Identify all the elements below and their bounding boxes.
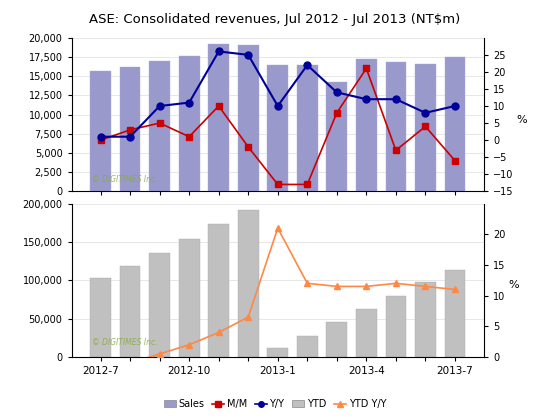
- Bar: [208, 44, 229, 191]
- Bar: [444, 270, 465, 357]
- Bar: [238, 45, 258, 191]
- Bar: [297, 336, 317, 357]
- Bar: [238, 210, 258, 357]
- Text: © DIGITIMES Inc.: © DIGITIMES Inc.: [92, 338, 158, 347]
- Bar: [267, 348, 288, 357]
- Bar: [179, 56, 200, 191]
- Bar: [297, 65, 317, 191]
- Y-axis label: %: %: [516, 115, 527, 125]
- Bar: [386, 296, 406, 357]
- Bar: [415, 64, 436, 191]
- Bar: [356, 59, 377, 191]
- Bar: [149, 253, 170, 357]
- Bar: [327, 82, 347, 191]
- Y-axis label: %: %: [508, 280, 519, 290]
- Text: © DIGITIMES Inc.: © DIGITIMES Inc.: [92, 175, 158, 184]
- Bar: [444, 57, 465, 191]
- Bar: [120, 67, 140, 191]
- Bar: [179, 239, 200, 357]
- Bar: [208, 224, 229, 357]
- Bar: [356, 309, 377, 357]
- Bar: [90, 71, 111, 191]
- Bar: [415, 282, 436, 357]
- Bar: [120, 266, 140, 357]
- Bar: [149, 61, 170, 191]
- Bar: [90, 278, 111, 357]
- Bar: [386, 62, 406, 191]
- Text: ASE: Consolidated revenues, Jul 2012 - Jul 2013 (NT$m): ASE: Consolidated revenues, Jul 2012 - J…: [89, 13, 461, 26]
- Legend: Sales, M/M, Y/Y, YTD, YTD Y/Y: Sales, M/M, Y/Y, YTD, YTD Y/Y: [160, 395, 390, 413]
- Bar: [327, 322, 347, 357]
- Bar: [267, 65, 288, 191]
